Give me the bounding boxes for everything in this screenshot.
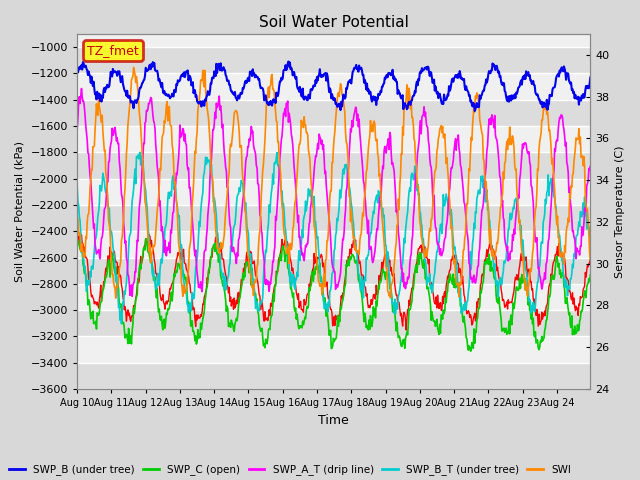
Bar xyxy=(77,126,590,152)
Bar xyxy=(77,363,590,389)
Bar xyxy=(77,100,590,126)
Y-axis label: Sensor Temperature (C): Sensor Temperature (C) xyxy=(615,145,625,278)
Y-axis label: Soil Water Potential (kPa): Soil Water Potential (kPa) xyxy=(15,141,25,282)
Legend: SWP_B (under tree), SWP_C (open), SWP_A_T (drip line), SWP_B_T (under tree), SWI: SWP_B (under tree), SWP_C (open), SWP_A_… xyxy=(5,460,575,480)
X-axis label: Time: Time xyxy=(318,414,349,427)
Title: Soil Water Potential: Soil Water Potential xyxy=(259,15,409,30)
Bar xyxy=(77,257,590,284)
Bar xyxy=(77,73,590,100)
Bar xyxy=(77,179,590,205)
Bar xyxy=(77,152,590,179)
Bar xyxy=(77,336,590,363)
Bar xyxy=(77,205,590,231)
Bar xyxy=(77,310,590,336)
Bar xyxy=(77,284,590,310)
Bar xyxy=(77,47,590,73)
Bar xyxy=(77,231,590,257)
Legend: TZ_fmet: TZ_fmet xyxy=(83,40,143,60)
